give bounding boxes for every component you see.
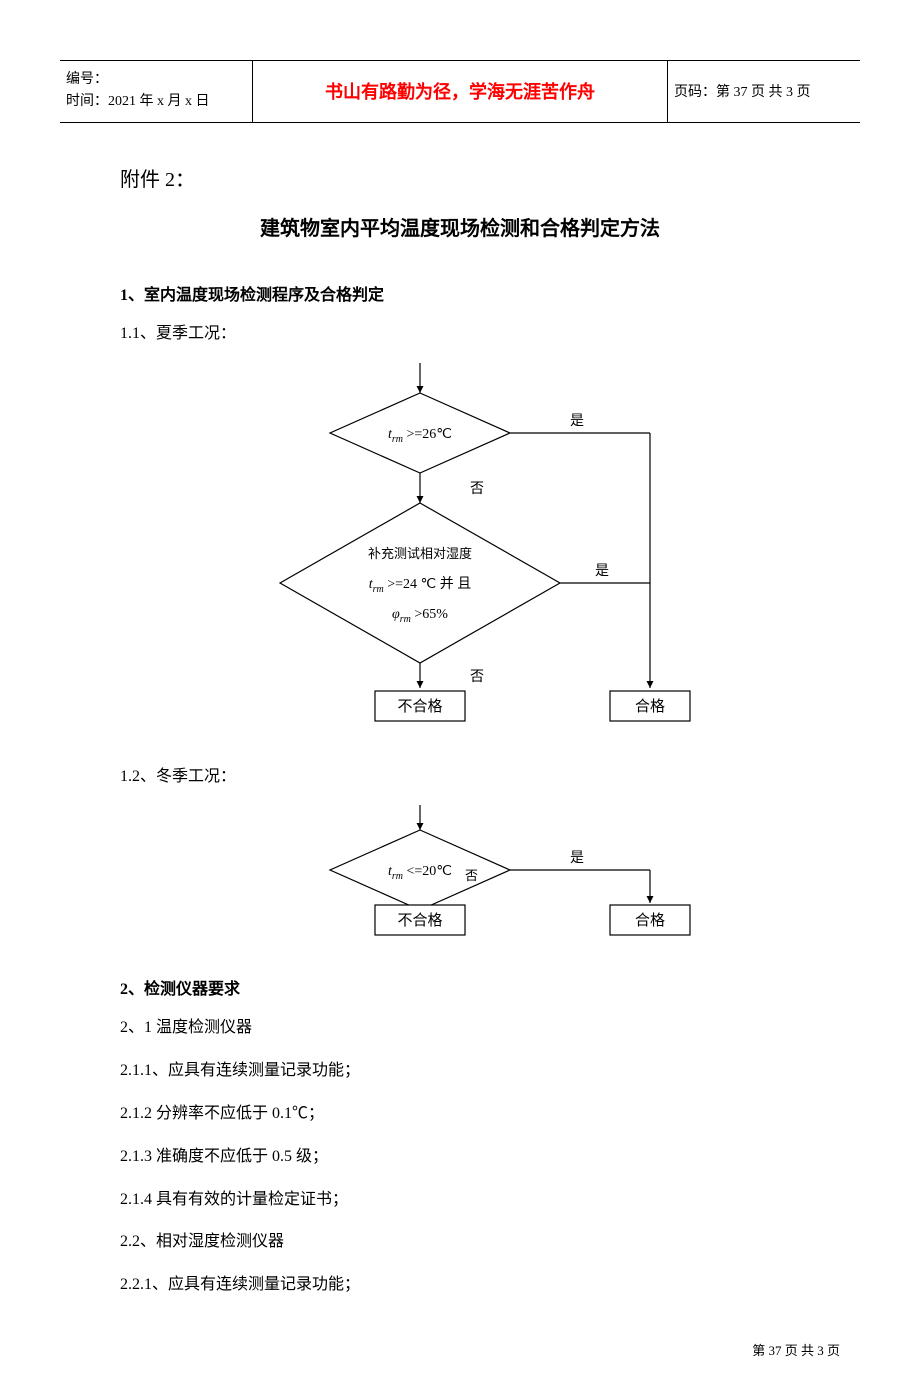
footer-page-number: 第 37 页 共 3 页: [60, 1340, 860, 1359]
s2-p5: 2.1.4 具有有效的计量检定证书；: [120, 1186, 800, 1215]
fc2-pass: 合格: [635, 912, 665, 929]
fc1-fail: 不合格: [397, 698, 442, 715]
flowchart-winter-svg: trm <=20℃ 否 是 不合格 合格: [200, 805, 720, 945]
fc1-yes1: 是: [570, 414, 584, 429]
header-center-cell: 书山有路勤为径，学海无涯苦作舟: [253, 61, 668, 123]
page: 编号： 时间：2021 年 x 月 x 日 书山有路勤为径，学海无涯苦作舟 页码…: [0, 0, 920, 1389]
fc2-yes: 是: [570, 851, 584, 866]
s2-p1: 2、1 温度检测仪器: [120, 1014, 800, 1043]
flowchart-summer: trm >=26℃ 是 否 补充测试相对湿度 trm >=24 ℃ 并 且 φr…: [200, 363, 720, 733]
page-label: 页码：第 37 页 共 3 页: [674, 85, 811, 100]
fc1-pass: 合格: [635, 698, 665, 715]
fc1-yes2: 是: [595, 564, 609, 579]
fc1-node2-l1: 补充测试相对湿度: [368, 546, 472, 561]
fc1-no2: 否: [470, 670, 484, 685]
attachment-label: 附件 2：: [120, 163, 800, 192]
fc2-fail: 不合格: [397, 912, 442, 929]
s2-p3: 2.1.2 分辨率不应低于 0.1℃；: [120, 1100, 800, 1129]
header-left-cell: 编号： 时间：2021 年 x 月 x 日: [60, 61, 253, 123]
flowchart-summer-svg: trm >=26℃ 是 否 补充测试相对湿度 trm >=24 ℃ 并 且 φr…: [200, 363, 720, 733]
code-label: 编号：: [66, 69, 246, 91]
flowchart-winter: trm <=20℃ 否 是 不合格 合格: [200, 805, 720, 945]
case1-label: 1.1、夏季工况：: [120, 320, 800, 349]
motto-text: 书山有路勤为径，学海无涯苦作舟: [325, 82, 595, 102]
header-table: 编号： 时间：2021 年 x 月 x 日 书山有路勤为径，学海无涯苦作舟 页码…: [60, 60, 860, 123]
document-title: 建筑物室内平均温度现场检测和合格判定方法: [120, 212, 800, 241]
s2-p4: 2.1.3 准确度不应低于 0.5 级；: [120, 1143, 800, 1172]
s2-p2: 2.1.1、应具有连续测量记录功能；: [120, 1057, 800, 1086]
s2-p7: 2.2.1、应具有连续测量记录功能；: [120, 1271, 800, 1300]
fc2-no: 否: [465, 868, 478, 883]
section2-heading: 2、检测仪器要求: [120, 975, 800, 999]
section1-heading: 1、室内温度现场检测程序及合格判定: [120, 281, 800, 305]
content-area: 附件 2： 建筑物室内平均温度现场检测和合格判定方法 1、室内温度现场检测程序及…: [60, 163, 860, 1300]
s2-p6: 2.2、相对湿度检测仪器: [120, 1228, 800, 1257]
time-label: 时间：2021 年 x 月 x 日: [66, 91, 246, 113]
header-right-cell: 页码：第 37 页 共 3 页: [668, 61, 861, 123]
case2-label: 1.2、冬季工况：: [120, 763, 800, 792]
fc1-no1: 否: [470, 482, 484, 497]
